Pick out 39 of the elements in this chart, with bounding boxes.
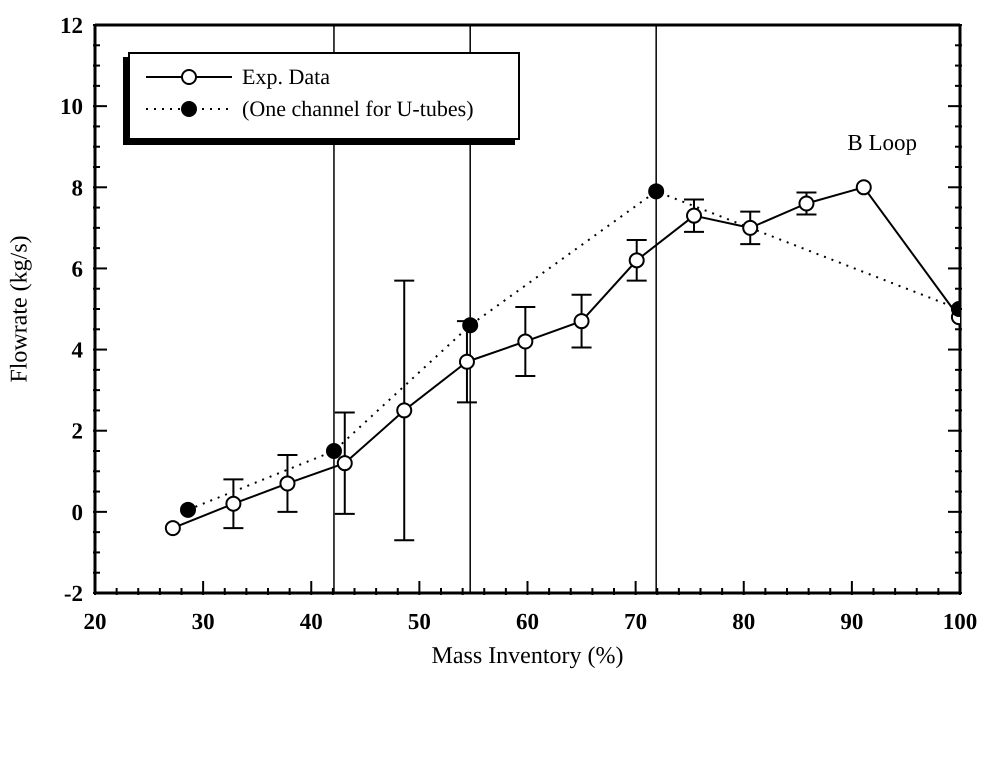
y-tick-label: 2 [72, 418, 83, 444]
legend-label: Exp. Data [242, 64, 330, 90]
point [180, 502, 196, 518]
point [336, 455, 353, 472]
point [574, 313, 590, 330]
y-axis-title: Flowrate (kg/s) [6, 235, 33, 383]
point [686, 208, 702, 224]
x-axis-title: Mass Inventory (%) [432, 643, 624, 669]
annotation: B Loop [847, 130, 917, 156]
point [798, 196, 814, 212]
point [396, 402, 412, 418]
point [856, 179, 872, 196]
x-tick-label: 50 [408, 609, 431, 634]
x-tick-label: 80 [732, 609, 756, 634]
x-tick-label: 100 [942, 609, 978, 634]
point [517, 333, 534, 350]
x-tick-label: 20 [84, 609, 106, 634]
x-tick-label: 90 [840, 609, 864, 634]
y-tick-label: 4 [72, 338, 84, 363]
point [458, 354, 475, 370]
point [326, 443, 342, 459]
legend-label: (One channel for U-tubes) [242, 96, 474, 122]
point [225, 496, 242, 512]
y-tick-label: -2 [64, 581, 83, 606]
x-tick-label: 70 [624, 609, 648, 634]
y-tick-label: 6 [72, 256, 83, 282]
point [628, 252, 645, 268]
point [164, 520, 181, 536]
y-tick-label: 0 [72, 500, 83, 525]
point [279, 475, 296, 492]
point [648, 183, 664, 200]
x-tick-label: 40 [300, 609, 323, 634]
y-tick-label: 8 [72, 175, 83, 200]
x-tick-label: 60 [516, 609, 539, 634]
point [742, 220, 758, 236]
y-tick-label: 12 [60, 13, 83, 38]
y-tick-label: 10 [60, 94, 83, 120]
x-tick-label: 30 [192, 609, 215, 634]
point [462, 317, 478, 334]
